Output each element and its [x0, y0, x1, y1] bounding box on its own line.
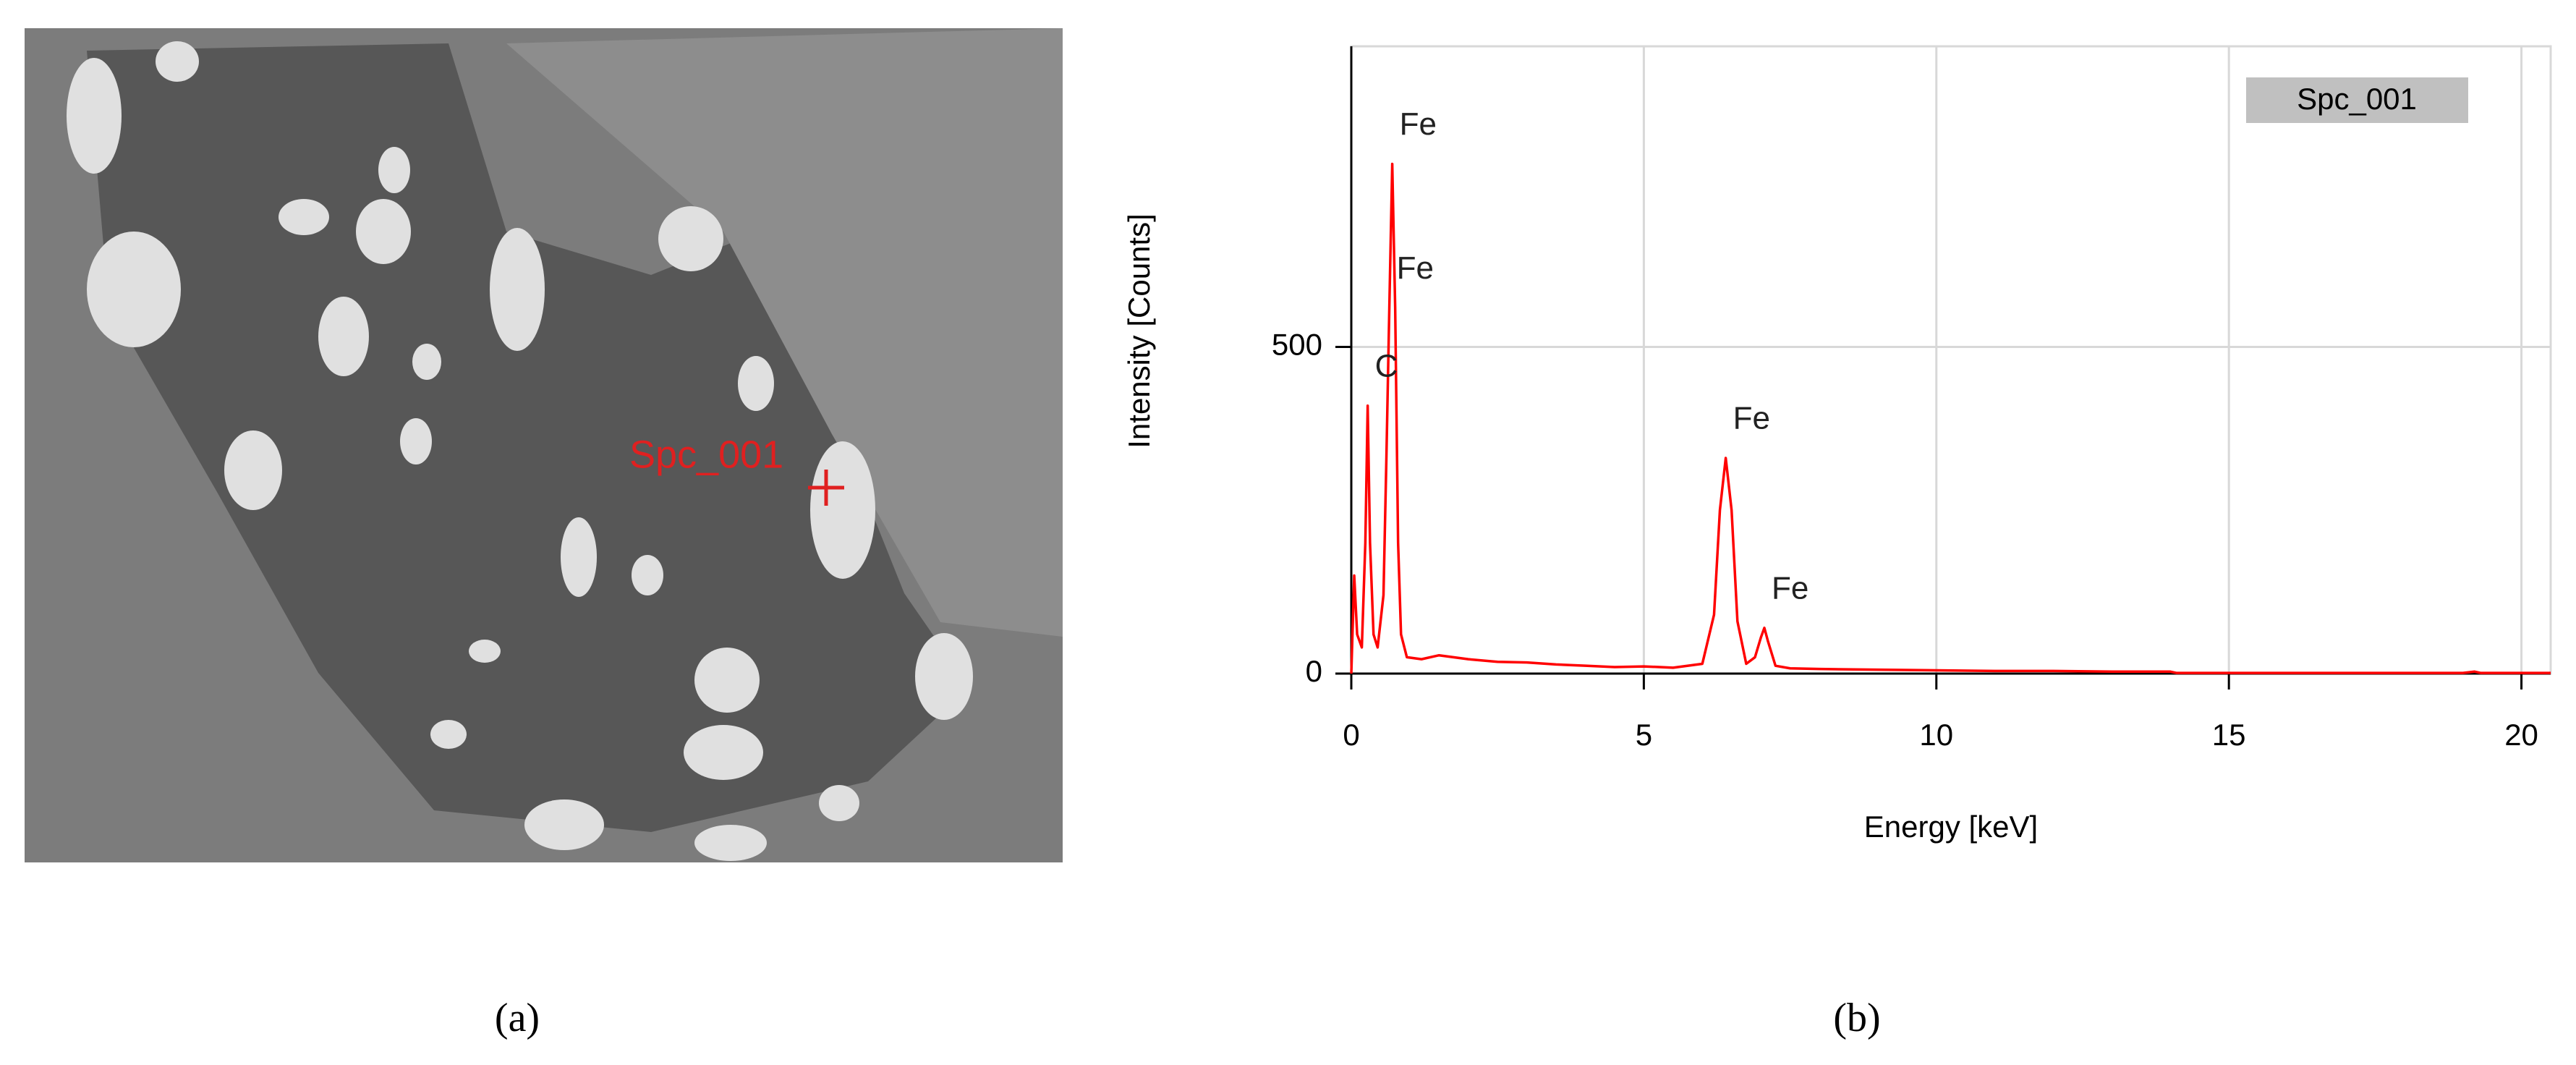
caption-b: (b)	[1833, 996, 1880, 1040]
x-tick-label: 0	[1343, 718, 1359, 752]
sem-image: Spc_001	[25, 28, 1063, 862]
x-tick-label: 15	[2212, 718, 2246, 752]
peak-label: Fe	[1733, 401, 1770, 436]
x-tick-label: 20	[2504, 718, 2538, 752]
marker-label: Spc_001	[629, 433, 783, 476]
y-tick-label: 500	[1272, 328, 1322, 362]
y-axis-title: Intensity [Counts]	[1122, 213, 1156, 449]
x-axis-title: Energy [keV]	[1864, 810, 2038, 844]
spectrum-line	[1350, 162, 2551, 674]
peak-label: C	[1375, 348, 1398, 383]
y-tick-label: 0	[1306, 654, 1322, 688]
peak-label: Fe	[1400, 106, 1437, 142]
plot-frame	[1350, 45, 2552, 675]
x-tick-label: 10	[1919, 718, 1953, 752]
peak-label: Fe	[1772, 570, 1808, 606]
x-tick-label: 5	[1636, 718, 1652, 752]
spectrum-chart: 0 5 10 15 20 0 500 Energy [keV] Intensity [Count…	[1122, 45, 2552, 844]
caption-a: (a)	[495, 996, 540, 1040]
legend-label: Spc_001	[2297, 82, 2417, 116]
legend-box	[2246, 77, 2468, 123]
marker-cross	[808, 470, 844, 506]
peak-label: Fe	[1397, 250, 1434, 286]
